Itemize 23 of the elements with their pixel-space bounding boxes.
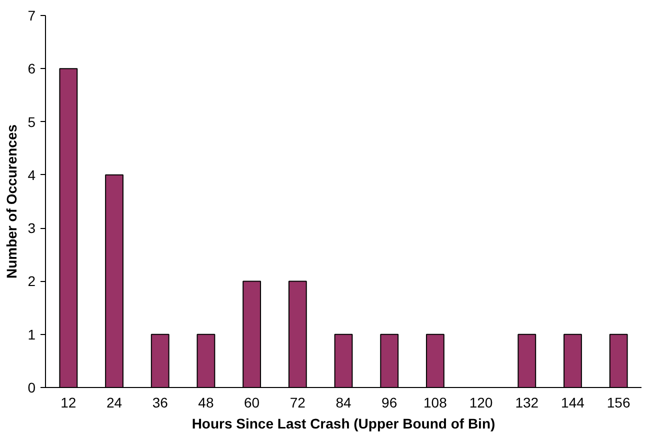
x-tick-label: 36	[152, 394, 168, 410]
x-tick-label: 144	[561, 394, 585, 410]
x-tick-label: 72	[290, 394, 306, 410]
x-tick-label: 156	[606, 394, 630, 410]
y-tick-label: 7	[28, 8, 36, 24]
y-axis-title: Number of Occurences	[4, 124, 20, 279]
x-tick-label: 24	[106, 394, 122, 410]
x-tick-label: 12	[60, 394, 76, 410]
y-tick-label: 0	[28, 380, 36, 396]
y-tick-label: 5	[28, 114, 36, 130]
x-tick-label: 120	[469, 394, 493, 410]
x-tick-label: 108	[424, 394, 448, 410]
x-tick-label: 96	[382, 394, 398, 410]
y-tick-label: 3	[28, 220, 36, 236]
x-tick-label: 132	[515, 394, 539, 410]
y-tick-label: 2	[28, 273, 36, 290]
y-tick-label: 1	[28, 326, 36, 342]
x-tick-label: 60	[244, 394, 260, 410]
y-tick-label: 4	[28, 166, 36, 183]
y-tick-label: 6	[28, 60, 36, 77]
x-tick-label: 48	[198, 394, 214, 410]
x-axis-title: Hours Since Last Crash (Upper Bound of Bin)	[192, 416, 496, 432]
x-tick-label: 84	[336, 394, 352, 410]
